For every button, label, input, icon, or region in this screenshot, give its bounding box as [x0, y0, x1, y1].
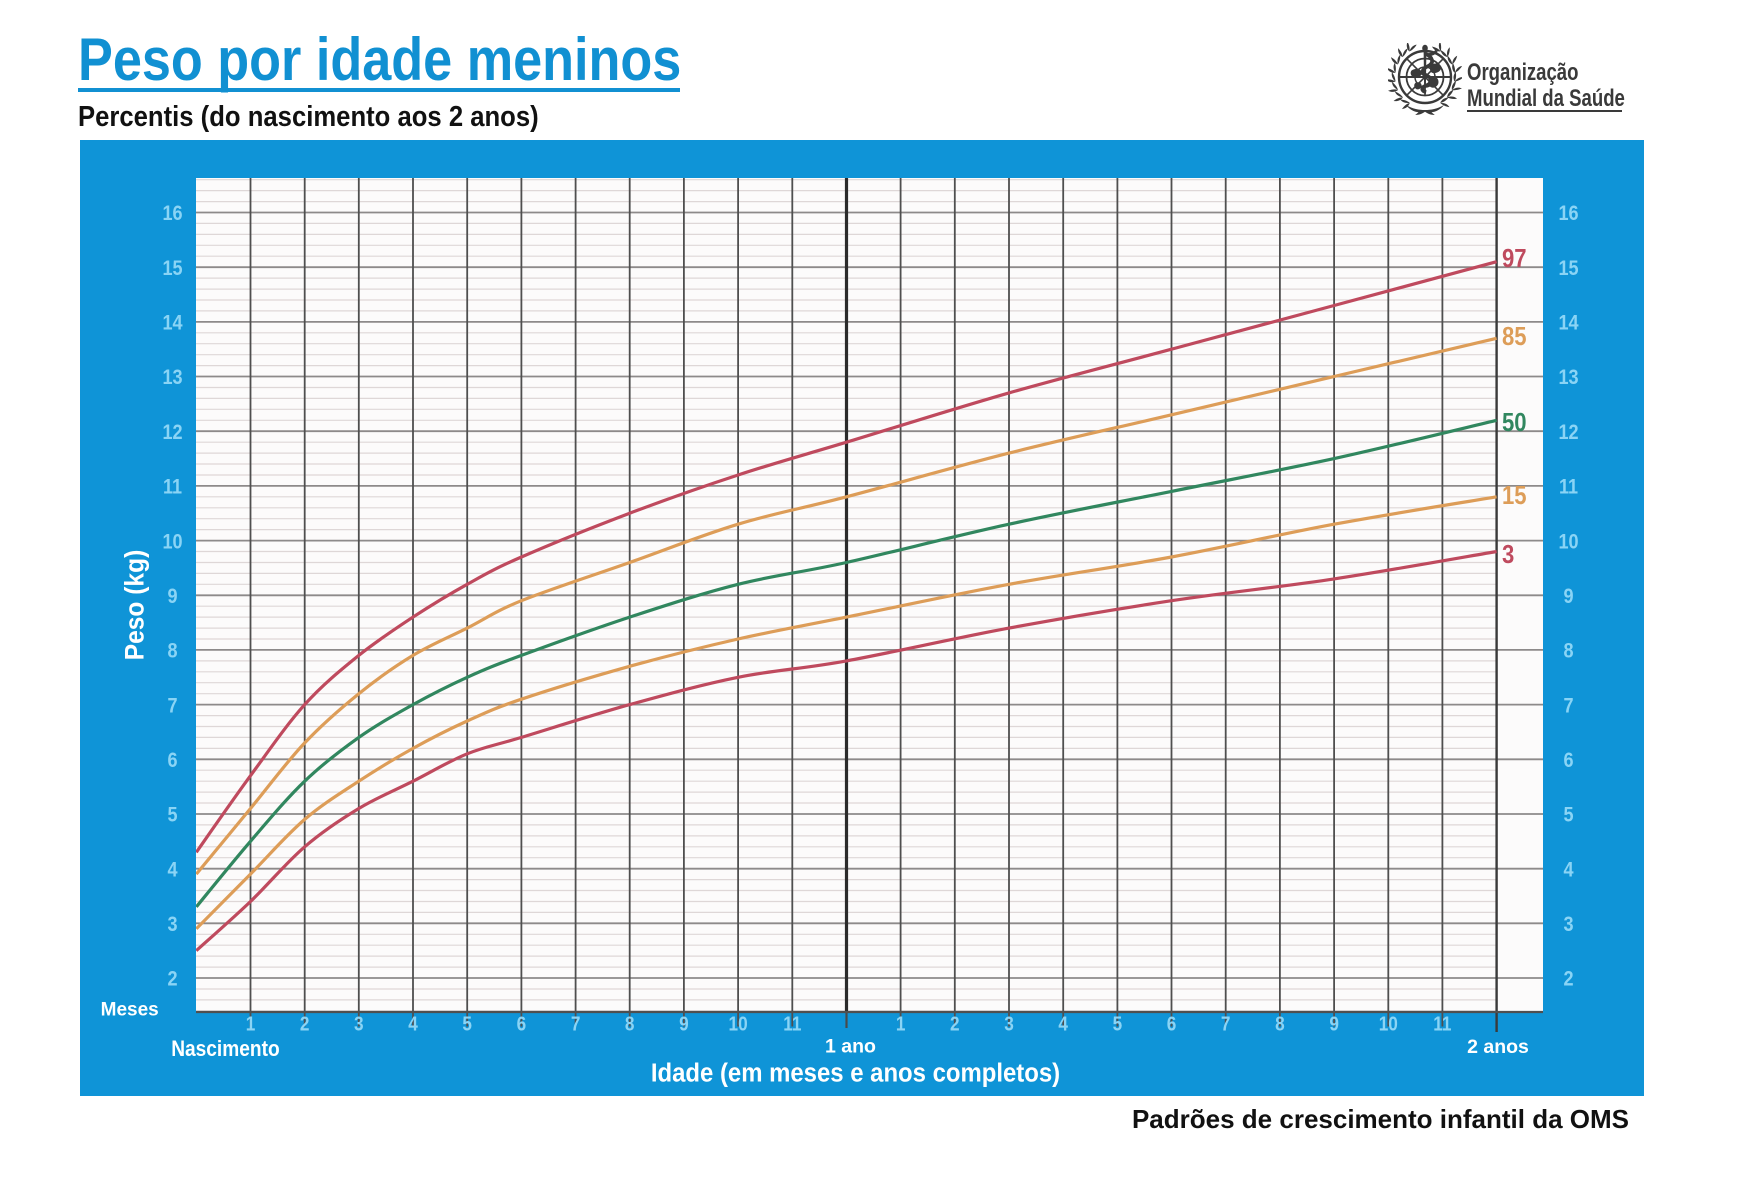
svg-text:6: 6: [517, 1012, 527, 1035]
svg-text:15: 15: [162, 257, 182, 281]
svg-text:8: 8: [1563, 639, 1573, 663]
svg-text:2: 2: [1563, 967, 1573, 991]
svg-text:3: 3: [354, 1012, 364, 1035]
svg-text:6: 6: [1563, 749, 1573, 773]
svg-text:14: 14: [1558, 311, 1578, 335]
svg-text:5: 5: [462, 1012, 472, 1035]
svg-text:Meses: Meses: [101, 1000, 159, 1021]
svg-text:6: 6: [167, 749, 177, 773]
svg-text:11: 11: [163, 475, 182, 499]
svg-text:7: 7: [571, 1012, 581, 1035]
svg-text:8: 8: [167, 639, 177, 663]
svg-text:97: 97: [1502, 244, 1527, 273]
svg-text:4: 4: [1058, 1012, 1068, 1035]
svg-text:16: 16: [1558, 202, 1578, 226]
svg-text:85: 85: [1502, 322, 1527, 351]
svg-text:11: 11: [783, 1012, 801, 1035]
svg-text:3: 3: [1004, 1012, 1014, 1035]
svg-text:9: 9: [1563, 585, 1573, 609]
svg-text:5: 5: [167, 803, 177, 827]
svg-text:13: 13: [1558, 366, 1578, 390]
svg-text:1 ano: 1 ano: [825, 1035, 876, 1057]
svg-text:10: 10: [1379, 1012, 1398, 1035]
svg-text:10: 10: [1558, 530, 1578, 554]
svg-text:9: 9: [167, 585, 177, 609]
svg-text:1: 1: [246, 1012, 256, 1035]
svg-text:2: 2: [300, 1012, 310, 1035]
svg-text:12: 12: [162, 421, 182, 445]
svg-text:11: 11: [1559, 475, 1578, 499]
svg-text:2 anos: 2 anos: [1467, 1036, 1529, 1058]
svg-text:7: 7: [1221, 1012, 1231, 1035]
svg-text:9: 9: [1329, 1012, 1339, 1035]
svg-text:Peso (kg): Peso (kg): [120, 550, 149, 661]
svg-text:12: 12: [1558, 421, 1578, 445]
svg-text:7: 7: [1563, 694, 1573, 718]
svg-text:3: 3: [167, 913, 177, 937]
svg-text:15: 15: [1558, 257, 1578, 281]
svg-text:7: 7: [167, 694, 177, 718]
svg-text:11: 11: [1433, 1012, 1451, 1035]
svg-text:5: 5: [1113, 1012, 1123, 1035]
svg-text:50: 50: [1502, 408, 1527, 437]
svg-text:2: 2: [950, 1012, 960, 1035]
svg-text:3: 3: [1502, 540, 1514, 569]
svg-text:Nascimento: Nascimento: [171, 1037, 279, 1062]
svg-text:2: 2: [167, 967, 177, 991]
svg-text:Idade (em meses e anos complet: Idade (em meses e anos completos): [651, 1059, 1060, 1088]
svg-text:1: 1: [896, 1012, 906, 1035]
svg-text:5: 5: [1563, 803, 1573, 827]
svg-text:10: 10: [729, 1012, 748, 1035]
svg-text:3: 3: [1563, 913, 1573, 937]
svg-text:4: 4: [408, 1012, 418, 1035]
svg-text:13: 13: [162, 366, 182, 390]
svg-text:15: 15: [1502, 481, 1527, 510]
svg-text:9: 9: [679, 1012, 689, 1035]
svg-text:16: 16: [162, 202, 182, 226]
svg-text:4: 4: [1563, 858, 1573, 882]
svg-text:8: 8: [1275, 1012, 1285, 1035]
svg-text:14: 14: [162, 311, 182, 335]
svg-text:10: 10: [162, 530, 182, 554]
svg-text:8: 8: [625, 1012, 635, 1035]
svg-text:6: 6: [1167, 1012, 1177, 1035]
svg-text:4: 4: [167, 858, 177, 882]
